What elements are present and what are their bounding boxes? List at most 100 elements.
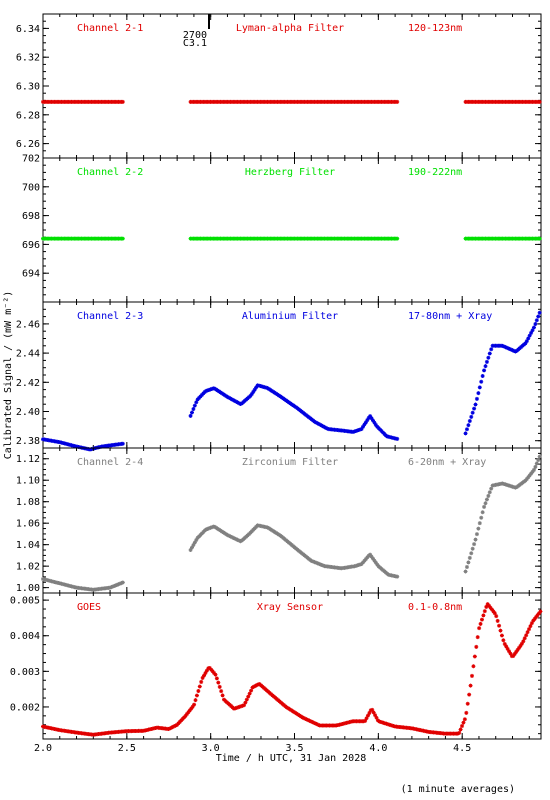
data-point (373, 713, 378, 718)
panel-band-label: 17-80nm + Xray (408, 311, 492, 322)
data-point (120, 99, 125, 104)
panel-filter-label: Zirconium Filter (242, 457, 338, 468)
data-point (363, 420, 368, 425)
data-point (537, 99, 542, 104)
data-point (227, 533, 232, 538)
data-point (192, 540, 197, 545)
x-tick-label: 4.5 (453, 743, 471, 754)
series-points (41, 99, 542, 104)
data-point (537, 454, 542, 459)
y-tick-label: 0.005 (10, 596, 40, 607)
y-tick-label: 1.08 (16, 497, 40, 508)
data-point (536, 314, 541, 319)
data-point (521, 639, 526, 644)
data-point (198, 532, 203, 537)
data-point (460, 724, 465, 729)
data-point (501, 638, 506, 643)
data-point (310, 720, 315, 725)
data-point (487, 490, 492, 495)
data-point (525, 630, 530, 635)
data-point (193, 698, 198, 703)
data-point (523, 341, 528, 346)
data-point (213, 672, 218, 677)
data-point (512, 651, 517, 656)
data-point (228, 534, 233, 539)
panel-channel-label: Channel 2-2 (77, 167, 143, 178)
data-point (117, 581, 122, 586)
data-point (207, 526, 212, 531)
panel-2: 694 696 698 700 702 Channel 2-2 Herzberg Filte… (22, 154, 542, 303)
data-point (362, 422, 367, 427)
y-tick-label: 694 (22, 269, 40, 280)
data-point (470, 546, 475, 551)
data-point (487, 351, 492, 356)
data-point (512, 348, 517, 353)
data-point (467, 418, 472, 423)
data-point (321, 563, 326, 568)
data-point (467, 555, 472, 560)
data-point (529, 621, 534, 626)
data-point (535, 613, 540, 618)
data-point (207, 665, 212, 670)
data-point (363, 557, 368, 562)
data-point (474, 396, 479, 401)
data-point (180, 716, 185, 721)
data-point (188, 413, 193, 418)
data-point (480, 373, 485, 378)
data-point (483, 501, 488, 506)
data-point (464, 427, 469, 432)
data-point (465, 701, 470, 706)
data-point (477, 385, 482, 390)
data-point (364, 716, 369, 721)
data-point (191, 407, 196, 412)
x-tick-label: 3.5 (285, 743, 303, 754)
data-point (483, 364, 488, 369)
data-point (247, 691, 252, 696)
panel-1: 6.26 6.28 6.30 6.32 6.34 Channel 2-1 Lyman-alp… (16, 13, 542, 159)
data-point (249, 688, 254, 693)
data-point (112, 583, 117, 588)
data-point (480, 510, 485, 515)
data-point (482, 609, 487, 614)
data-point (373, 422, 378, 427)
data-point (531, 467, 536, 472)
data-point (537, 310, 542, 315)
data-point (534, 615, 539, 620)
data-point (484, 497, 489, 502)
data-point (537, 236, 542, 241)
data-point (467, 692, 472, 697)
data-point (515, 647, 520, 652)
data-point (489, 607, 494, 612)
data-point (363, 718, 368, 723)
data-point (507, 346, 512, 351)
data-point (462, 717, 467, 722)
data-point (204, 668, 209, 673)
data-point (380, 430, 385, 435)
data-point (189, 410, 194, 415)
data-point (375, 562, 380, 567)
data-point (190, 704, 195, 709)
data-point (208, 525, 213, 530)
panel-channel-label: GOES (77, 602, 101, 613)
data-point (306, 718, 311, 723)
data-point (457, 730, 462, 735)
data-point (209, 667, 214, 672)
data-point (199, 679, 204, 684)
data-point (506, 346, 511, 351)
data-point (109, 585, 114, 590)
data-point (115, 582, 120, 587)
data-point (251, 389, 256, 394)
panel-filter-label: Herzberg Filter (245, 167, 335, 178)
data-point (500, 343, 505, 348)
data-point (229, 535, 234, 540)
data-point (464, 710, 469, 715)
panel-frame (42, 592, 542, 740)
data-point (216, 680, 221, 685)
data-point (371, 710, 376, 715)
panel-frame (42, 13, 542, 159)
panel-band-label: 0.1-0.8nm (408, 602, 462, 613)
data-point (251, 527, 256, 532)
data-point (470, 410, 475, 415)
data-point (197, 684, 202, 689)
data-point (382, 431, 387, 436)
